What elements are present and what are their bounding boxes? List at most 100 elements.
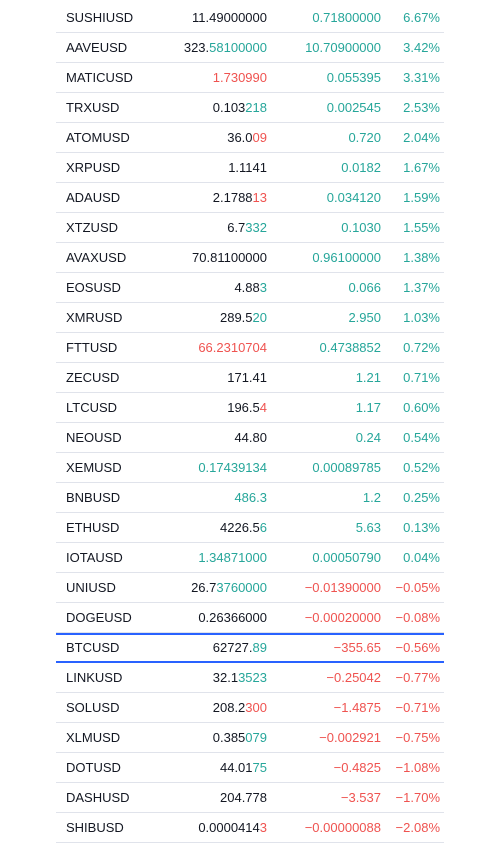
last-price-base: 4226.5 [220, 519, 260, 535]
last-price: 204.778 [220, 783, 267, 813]
last-price-base: 32.1 [212, 669, 239, 685]
last-price-tick: 0.17439134 [198, 459, 267, 475]
watchlist-row[interactable]: LINKUSD 32.13523 −0.25042 −0.77% [56, 663, 444, 693]
last-price-tick: 332 [245, 219, 267, 235]
change-value: 10.70900000 [305, 39, 381, 55]
watchlist-row[interactable]: MATICUSD 1.730990 0.055395 3.31% [56, 63, 444, 93]
change-value: 1.17 [355, 399, 381, 415]
symbol-label: MATICUSD [66, 69, 133, 85]
watchlist-row[interactable]: ETHUSD 4226.56 5.63 0.13% [56, 513, 444, 543]
watchlist-row[interactable]: ADAUSD 2.178813 0.034120 1.59% [56, 183, 444, 213]
change-value: 0.00050790 [312, 549, 381, 565]
change-percent: 0.60% [403, 399, 440, 415]
watchlist-row[interactable]: SOLUSD 208.2300 −1.4875 −0.71% [56, 693, 444, 723]
symbol-label: DASHUSD [66, 789, 130, 805]
last-price-base: 44.01 [219, 759, 253, 775]
last-price-base: 4.88 [234, 279, 260, 295]
watchlist-row[interactable]: UNIUSD 26.73760000 −0.01390000 −0.05% [56, 573, 444, 603]
last-price: 6.7332 [227, 213, 267, 243]
symbol-label: NEOUSD [66, 429, 122, 445]
change-value: 2.950 [348, 309, 381, 325]
last-price: 70.81100000 [192, 243, 267, 273]
change-percent: 1.59% [403, 189, 440, 205]
change-percent: −0.05% [395, 579, 440, 595]
watchlist-row[interactable]: FTTUSD 66.2310704 0.4738852 0.72% [56, 333, 444, 363]
last-price-tick: 1.730990 [212, 69, 267, 85]
watchlist-row[interactable]: LTCUSD 196.54 1.17 0.60% [56, 393, 444, 423]
watchlist-row[interactable]: XEMUSD 0.17439134 0.00089785 0.52% [56, 453, 444, 483]
last-price: 1.1141 [228, 153, 267, 183]
last-price: 4.883 [234, 273, 267, 303]
last-price: 486.3 [234, 483, 267, 513]
last-price-base: 323. [183, 39, 210, 55]
watchlist-row[interactable]: IOTAUSD 1.34871000 0.00050790 0.04% [56, 543, 444, 573]
watchlist-row[interactable]: XMRUSD 289.520 2.950 1.03% [56, 303, 444, 333]
last-price: 36.009 [227, 123, 267, 153]
watchlist-row-selected[interactable]: BTCUSD 62727.89 −355.65 −0.56% [56, 633, 444, 663]
symbol-label: SOLUSD [66, 699, 120, 715]
watchlist-row[interactable]: NEOUSD 44.80 0.24 0.54% [56, 423, 444, 453]
last-price-base: 196.5 [227, 399, 260, 415]
watchlist-row[interactable]: AAVEUSD 323.58100000 10.70900000 3.42% [56, 33, 444, 63]
change-percent: 0.13% [403, 519, 440, 535]
watchlist-row[interactable]: SUSHIUSD 11.49000000 0.71800000 6.67% [56, 3, 444, 33]
last-price-base: 44.80 [234, 429, 267, 445]
symbol-label: ZECUSD [66, 369, 120, 385]
last-price: 1.730990 [213, 63, 267, 93]
change-percent: 1.67% [403, 159, 440, 175]
watchlist-row[interactable]: ZECUSD 171.41 1.21 0.71% [56, 363, 444, 393]
last-price-tick: 3523 [238, 669, 267, 685]
watchlist-row[interactable]: TRXUSD 0.103218 0.002545 2.53% [56, 93, 444, 123]
watchlist-row[interactable]: AVAXUSD 70.81100000 0.96100000 1.38% [56, 243, 444, 273]
last-price-base: 289.5 [219, 309, 253, 325]
watchlist-row[interactable]: DOGEUSD 0.26366000 −0.00020000 −0.08% [56, 603, 444, 633]
symbol-label: SUSHIUSD [66, 9, 134, 25]
change-value: 0.002545 [326, 99, 381, 115]
last-price: 0.17439134 [198, 453, 267, 483]
change-value: 0.034120 [326, 189, 381, 205]
change-value: 0.1030 [341, 219, 381, 235]
symbol-label: BTCUSD [66, 640, 120, 655]
symbol-label: XMRUSD [66, 309, 123, 325]
last-price: 208.2300 [213, 693, 267, 723]
symbol-label: XLMUSD [66, 729, 121, 745]
change-value: 0.720 [348, 129, 381, 145]
last-price-base: 70.81100000 [192, 249, 267, 265]
last-price: 32.13523 [213, 663, 267, 693]
change-value: 1.2 [362, 489, 381, 505]
watchlist-row[interactable]: DOTUSD 44.0175 −0.4825 −1.08% [56, 753, 444, 783]
watchlist-row[interactable]: DASHUSD 204.778 −3.537 −1.70% [56, 783, 444, 813]
last-price: 44.0175 [220, 753, 267, 783]
watchlist-row[interactable]: BNBUSD 486.3 1.2 0.25% [56, 483, 444, 513]
last-price: 1.34871000 [198, 543, 267, 573]
change-percent: −0.56% [395, 640, 440, 655]
last-price-tick: 20 [252, 309, 267, 325]
change-value: −3.537 [340, 789, 381, 805]
change-value: 5.63 [355, 519, 381, 535]
symbol-label: AAVEUSD [66, 39, 128, 55]
watchlist-row[interactable]: SHIBUSD 0.00004143 −0.00000088 −2.08% [56, 813, 444, 843]
symbol-label: ATOMUSD [66, 129, 130, 145]
watchlist-row[interactable]: ATOMUSD 36.009 0.720 2.04% [56, 123, 444, 153]
change-value: 0.0182 [341, 159, 381, 175]
watchlist-row[interactable]: XRPUSD 1.1141 0.0182 1.67% [56, 153, 444, 183]
change-percent: −0.77% [395, 669, 440, 685]
symbol-label: DOGEUSD [66, 609, 132, 625]
last-price-tick: 300 [245, 699, 267, 715]
last-price-tick: 6 [259, 519, 267, 535]
symbol-label: AVAXUSD [66, 249, 127, 265]
last-price-tick: 66.2310704 [198, 339, 267, 355]
watchlist-row[interactable]: XLMUSD 0.385079 −0.002921 −0.75% [56, 723, 444, 753]
change-percent: 0.72% [403, 339, 440, 355]
symbol-label: IOTAUSD [66, 549, 123, 565]
change-percent: −1.08% [395, 759, 440, 775]
last-price: 171.41 [227, 363, 267, 393]
change-percent: 0.71% [403, 369, 440, 385]
watchlist-row[interactable]: XTZUSD 6.7332 0.1030 1.55% [56, 213, 444, 243]
change-percent: −0.75% [395, 729, 440, 745]
change-percent: −0.08% [395, 609, 440, 625]
watchlist-row[interactable]: EOSUSD 4.883 0.066 1.37% [56, 273, 444, 303]
last-price: 0.103218 [213, 93, 267, 123]
last-price-base: 0.103 [212, 99, 246, 115]
last-price-base: 204.778 [220, 789, 267, 805]
